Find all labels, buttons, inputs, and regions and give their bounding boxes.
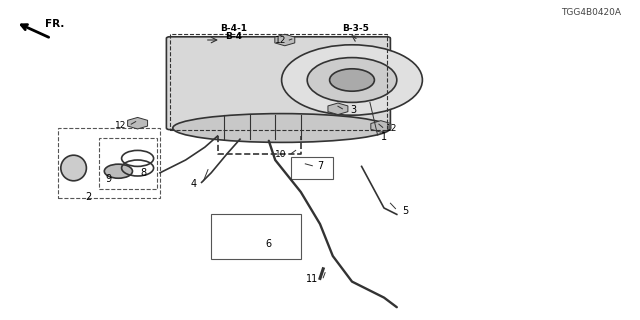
Ellipse shape bbox=[170, 61, 394, 118]
Text: 11: 11 bbox=[306, 274, 318, 284]
Text: 12: 12 bbox=[115, 121, 127, 130]
FancyBboxPatch shape bbox=[166, 37, 390, 130]
Text: 8: 8 bbox=[141, 168, 147, 179]
Ellipse shape bbox=[282, 45, 422, 115]
Ellipse shape bbox=[330, 69, 374, 91]
Ellipse shape bbox=[307, 58, 397, 102]
Text: TGG4B0420A: TGG4B0420A bbox=[561, 8, 621, 17]
Text: 12: 12 bbox=[275, 36, 287, 45]
Text: FR.: FR. bbox=[45, 19, 64, 29]
Text: 12: 12 bbox=[386, 124, 397, 133]
Text: 2: 2 bbox=[85, 192, 92, 202]
Text: B-4: B-4 bbox=[225, 32, 242, 41]
Text: 3: 3 bbox=[351, 105, 357, 115]
Circle shape bbox=[104, 164, 132, 178]
Text: 9: 9 bbox=[106, 174, 112, 184]
Text: 4: 4 bbox=[191, 179, 197, 189]
Ellipse shape bbox=[61, 155, 86, 181]
Text: B-4-1: B-4-1 bbox=[220, 24, 247, 33]
Text: 10: 10 bbox=[275, 150, 287, 159]
Ellipse shape bbox=[173, 114, 390, 142]
Text: 6: 6 bbox=[266, 239, 272, 249]
Text: 1: 1 bbox=[381, 132, 387, 142]
Text: 5: 5 bbox=[402, 205, 408, 216]
Text: B-3-5: B-3-5 bbox=[342, 24, 369, 33]
Text: 7: 7 bbox=[317, 161, 323, 172]
